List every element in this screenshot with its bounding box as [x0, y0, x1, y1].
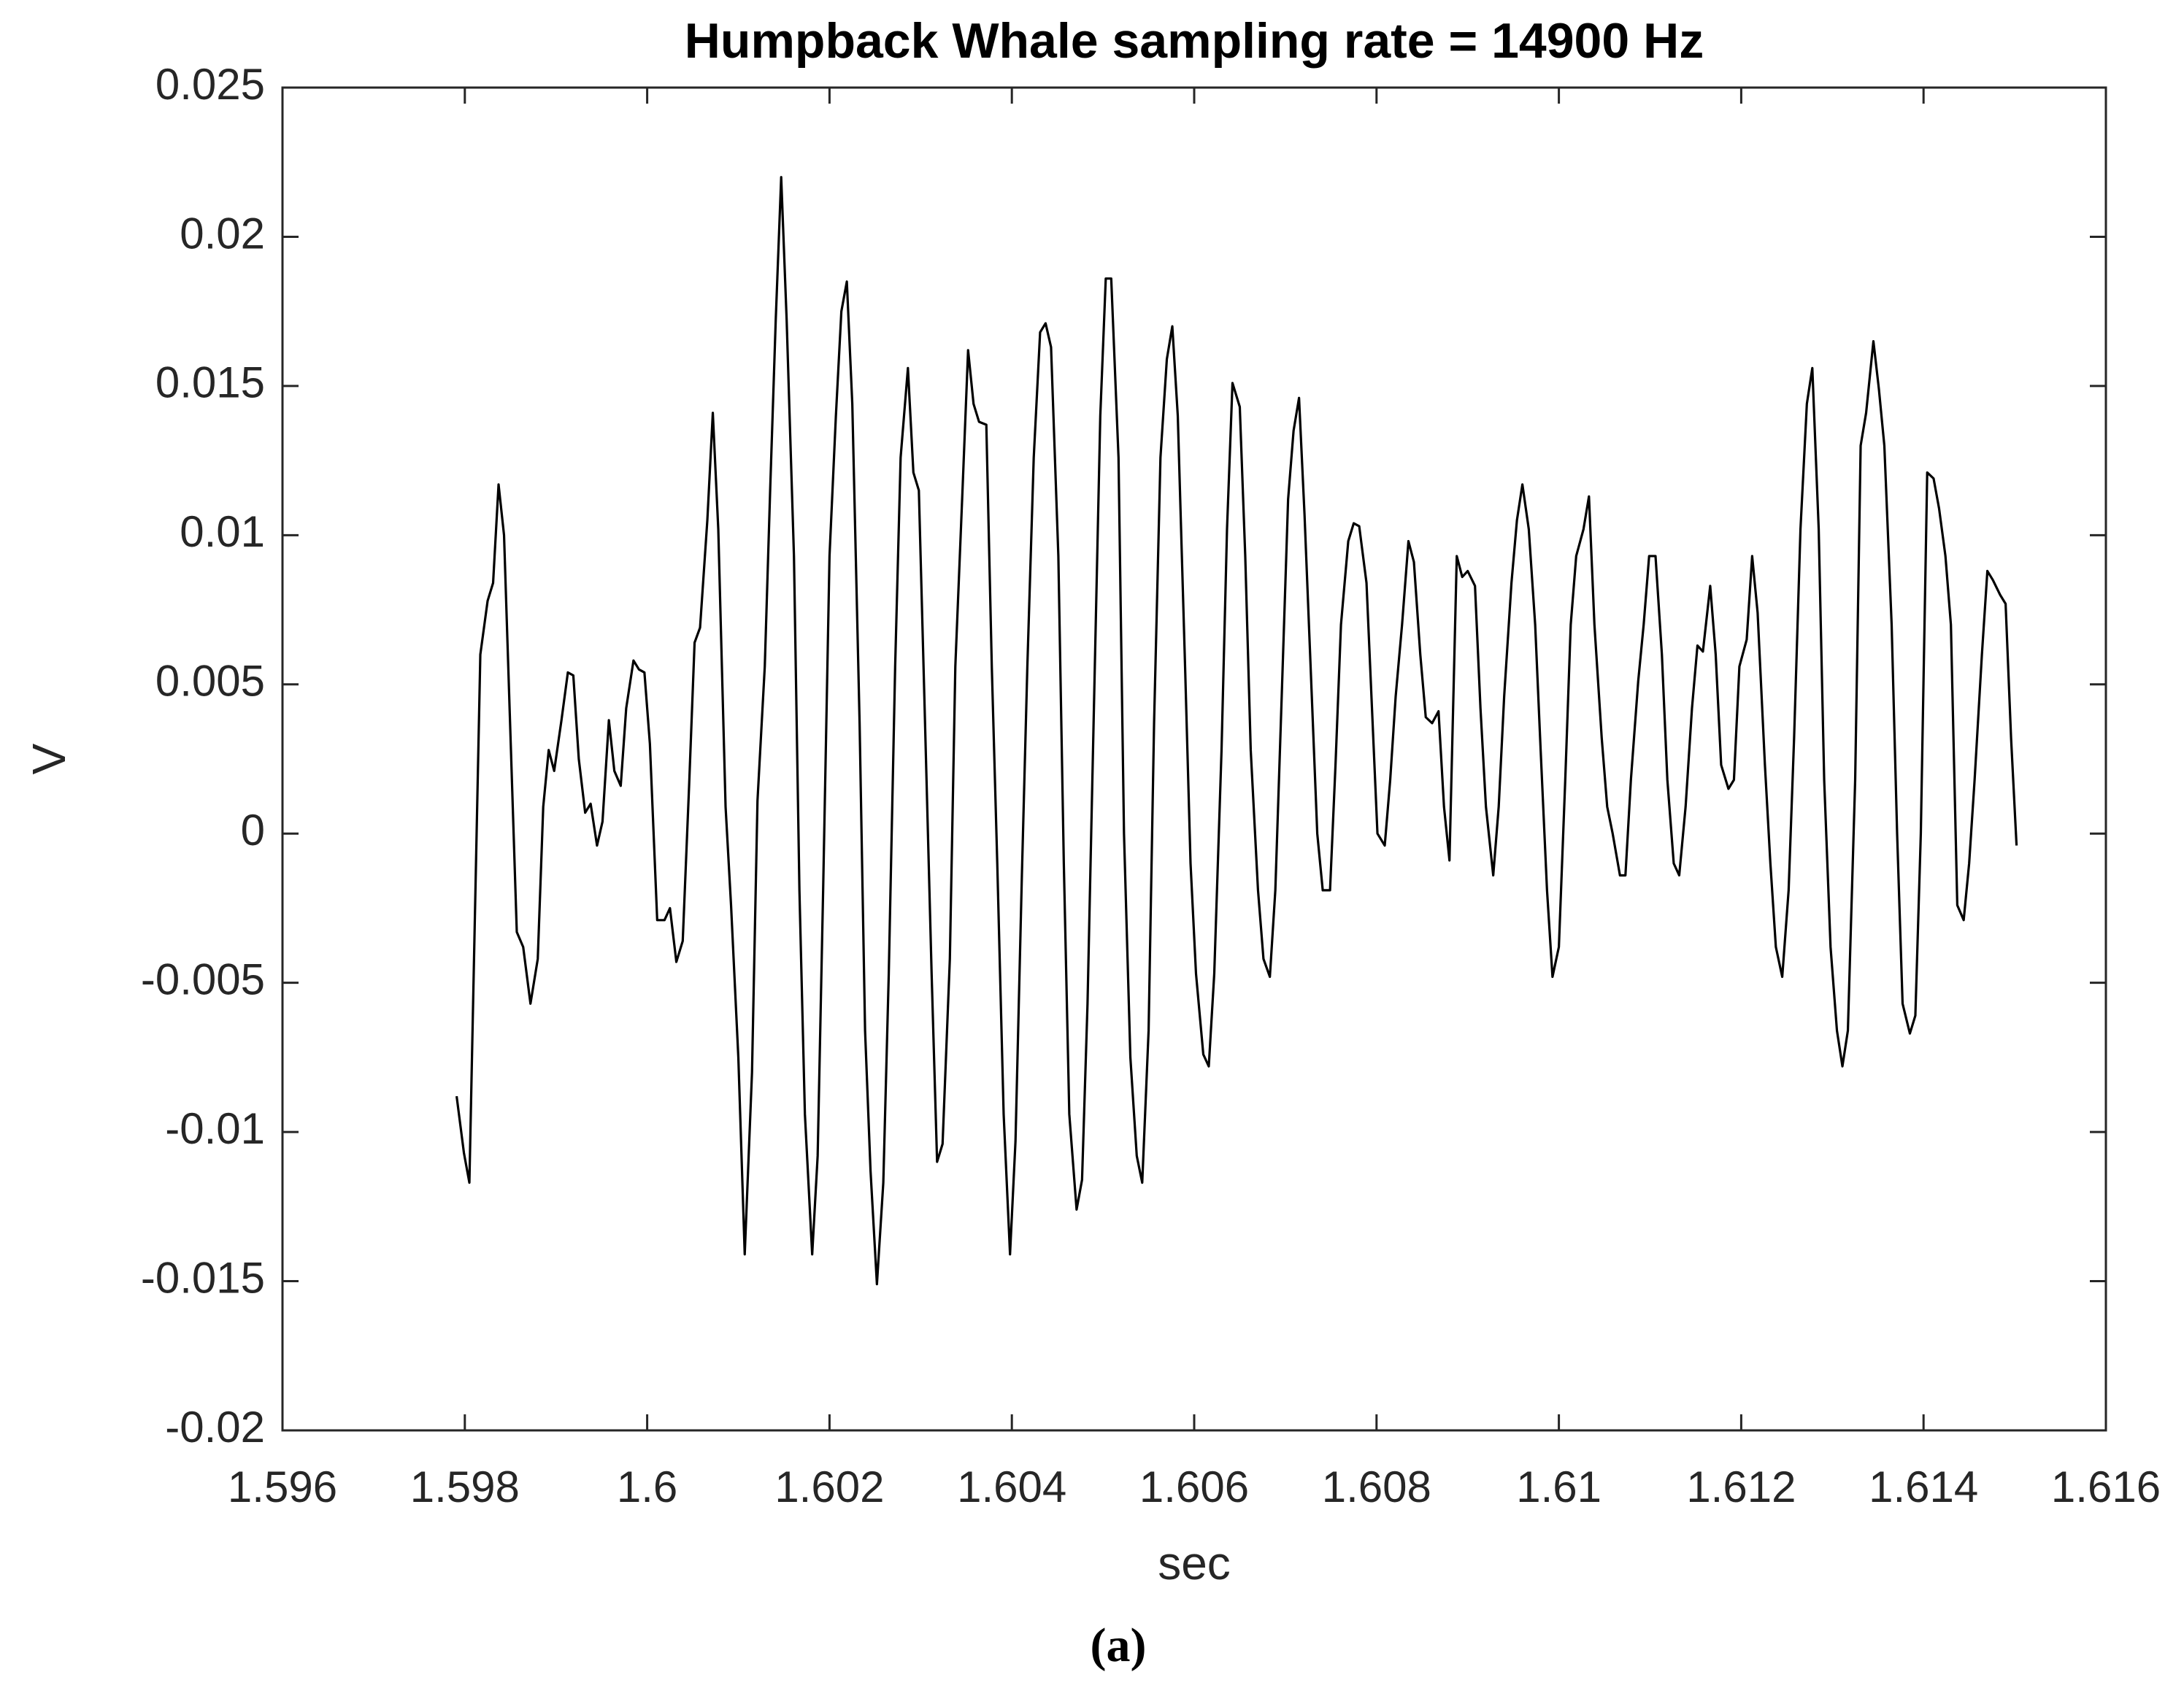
x-tick-label: 1.596: [228, 1462, 337, 1511]
y-tick-label: 0.01: [180, 507, 265, 556]
y-tick-label: 0.015: [155, 358, 265, 407]
x-tick-label: 1.606: [1139, 1462, 1249, 1511]
x-tick-label: 1.612: [1686, 1462, 1796, 1511]
x-tick-label: 1.604: [957, 1462, 1066, 1511]
y-tick-label: -0.01: [165, 1104, 265, 1153]
chart-title: Humpback Whale sampling rate = 14900 Hz: [685, 13, 1704, 69]
x-tick-label: 1.6: [617, 1462, 677, 1511]
y-tick-label: -0.02: [165, 1403, 265, 1452]
y-tick-label: -0.005: [141, 955, 265, 1004]
y-tick-label: 0.005: [155, 657, 265, 706]
y-tick-label: 0.025: [155, 60, 265, 109]
x-tick-label: 1.602: [774, 1462, 884, 1511]
y-tick-label: 0: [241, 806, 265, 855]
x-tick-label: 1.61: [1516, 1462, 1602, 1511]
x-tick-label: 1.614: [1869, 1462, 1978, 1511]
data-line: [455, 176, 2018, 1286]
y-tick-label: -0.015: [141, 1253, 265, 1302]
x-axis-label: sec: [1158, 1537, 1231, 1589]
y-tick-label: 0.02: [180, 209, 265, 258]
x-tick-label: 1.616: [2051, 1462, 2161, 1511]
y-axis-label: V: [23, 743, 75, 774]
x-tick-label: 1.608: [1322, 1462, 1431, 1511]
x-tick-label: 1.598: [410, 1462, 520, 1511]
caption: (a): [1091, 1619, 1147, 1672]
